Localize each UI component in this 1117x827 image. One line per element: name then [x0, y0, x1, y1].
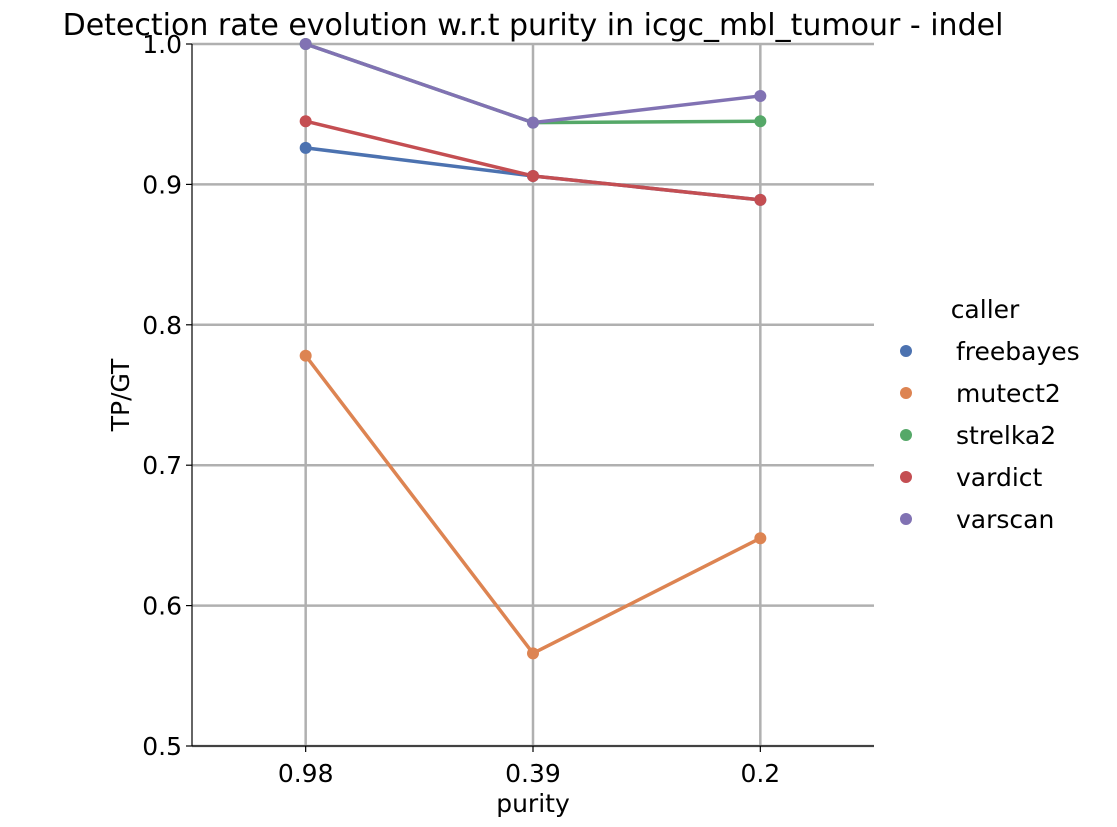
- legend-marker-strelka2: [900, 429, 912, 441]
- data-point-freebayes: [299, 141, 312, 154]
- data-point-varscan: [299, 38, 312, 50]
- data-point-varscan: [754, 89, 767, 102]
- y-tick-label: 0.8: [142, 311, 182, 340]
- data-point-mutect2: [299, 349, 312, 362]
- y-tick-label: 1.0: [142, 30, 182, 59]
- legend-marker-freebayes: [900, 345, 912, 357]
- data-point-mutect2: [754, 532, 767, 545]
- chart-title: Detection rate evolution w.r.t purity in…: [63, 8, 1004, 43]
- legend-label-varscan: varscan: [956, 505, 1054, 534]
- y-tick-label: 0.6: [142, 592, 182, 621]
- data-point-vardict: [299, 115, 312, 128]
- data-point-vardict: [754, 193, 767, 206]
- data-point-varscan: [527, 116, 539, 129]
- x-ticks: 0.98 0.39 0.2: [278, 746, 780, 788]
- legend-label-strelka2: strelka2: [956, 421, 1056, 450]
- legend-title: caller: [951, 295, 1020, 324]
- series-points: [299, 38, 767, 660]
- x-tick-label: 0.2: [740, 759, 780, 788]
- legend-label-mutect2: mutect2: [956, 379, 1061, 408]
- legend-marker-mutect2: [900, 387, 912, 399]
- grid: [192, 42, 874, 748]
- data-point-strelka2: [754, 115, 767, 128]
- y-ticks: 0.5 0.6 0.7 0.8 0.9 1.0: [142, 30, 192, 761]
- y-tick-label: 0.7: [142, 451, 182, 480]
- legend-marker-vardict: [900, 471, 912, 483]
- legend-label-vardict: vardict: [956, 463, 1043, 492]
- legend-marker-varscan: [900, 513, 912, 525]
- x-tick-label: 0.39: [505, 759, 561, 788]
- data-point-vardict: [527, 169, 539, 182]
- y-tick-label: 0.9: [142, 170, 182, 199]
- data-point-mutect2: [527, 647, 539, 660]
- x-axis-label: purity: [496, 789, 570, 818]
- legend-label-freebayes: freebayes: [956, 337, 1080, 366]
- legend: caller freebayes mutect2 strelka2 vardict va…: [900, 295, 1080, 534]
- y-axis-label: TP/GT: [106, 358, 135, 432]
- x-tick-label: 0.98: [278, 759, 334, 788]
- y-tick-label: 0.5: [142, 732, 182, 761]
